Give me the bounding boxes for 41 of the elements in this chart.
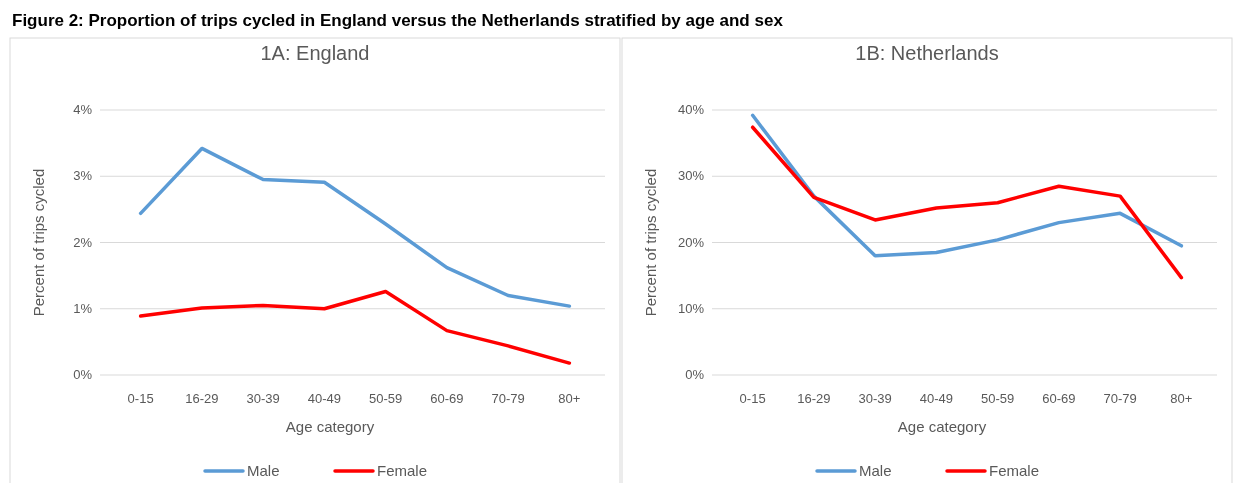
y-axis-title: Percent of trips cycled bbox=[642, 168, 659, 317]
x-tick-label: 60-69 bbox=[430, 391, 464, 406]
legend-label: Female bbox=[377, 462, 428, 479]
y-tick-label: 40% bbox=[677, 102, 705, 117]
y-tick-label: 10% bbox=[677, 300, 705, 316]
y-tick-label: 1% bbox=[73, 300, 93, 316]
caption: Figure 2: Proportion of trips cycled in England versus the Netherlands stratified by age and sex bbox=[12, 11, 784, 30]
line-series bbox=[750, 125, 1184, 280]
y-tick-label: 0% bbox=[685, 367, 705, 382]
x-tick-label: 50-59 bbox=[369, 391, 403, 406]
x-tick-label: 0-15 bbox=[739, 391, 766, 406]
x-tick-label: 80+ bbox=[558, 391, 581, 406]
x-tick-label: 16-29 bbox=[797, 391, 831, 406]
legend-label: Female bbox=[989, 462, 1040, 479]
x-tick-label: 16-29 bbox=[185, 391, 219, 406]
x-axis-title: Age category bbox=[285, 418, 375, 435]
line-series bbox=[138, 146, 572, 308]
x-tick-label: 70-79 bbox=[491, 391, 525, 406]
chart-title: 1B: Netherlands bbox=[855, 42, 999, 64]
y-axis-title: Percent of trips cycled bbox=[30, 168, 47, 317]
y-tick-label: 4% bbox=[73, 102, 93, 117]
y-tick-label: 3% bbox=[73, 168, 93, 184]
y-tick-label: 0% bbox=[73, 367, 93, 382]
y-tick-label: 2% bbox=[73, 234, 93, 250]
y-tick-label: 20% bbox=[677, 234, 705, 250]
x-axis-title: Age category bbox=[897, 418, 987, 435]
x-tick-label: 40-49 bbox=[307, 391, 341, 406]
legend-label: Male bbox=[247, 462, 280, 479]
legend-label: Male bbox=[859, 462, 892, 479]
x-tick-label: 80+ bbox=[1170, 391, 1193, 406]
x-tick-label: 30-39 bbox=[858, 391, 892, 406]
x-tick-label: 30-39 bbox=[246, 391, 280, 406]
x-tick-label: 50-59 bbox=[981, 391, 1015, 406]
x-tick-label: 40-49 bbox=[919, 391, 953, 406]
x-tick-label: 70-79 bbox=[1103, 391, 1137, 406]
line-series bbox=[750, 113, 1184, 258]
y-tick-label: 30% bbox=[677, 168, 705, 184]
x-tick-label: 0-15 bbox=[127, 391, 154, 406]
line-series bbox=[138, 289, 572, 365]
chart-title: 1A: England bbox=[260, 42, 370, 64]
x-tick-label: 60-69 bbox=[1042, 391, 1076, 406]
